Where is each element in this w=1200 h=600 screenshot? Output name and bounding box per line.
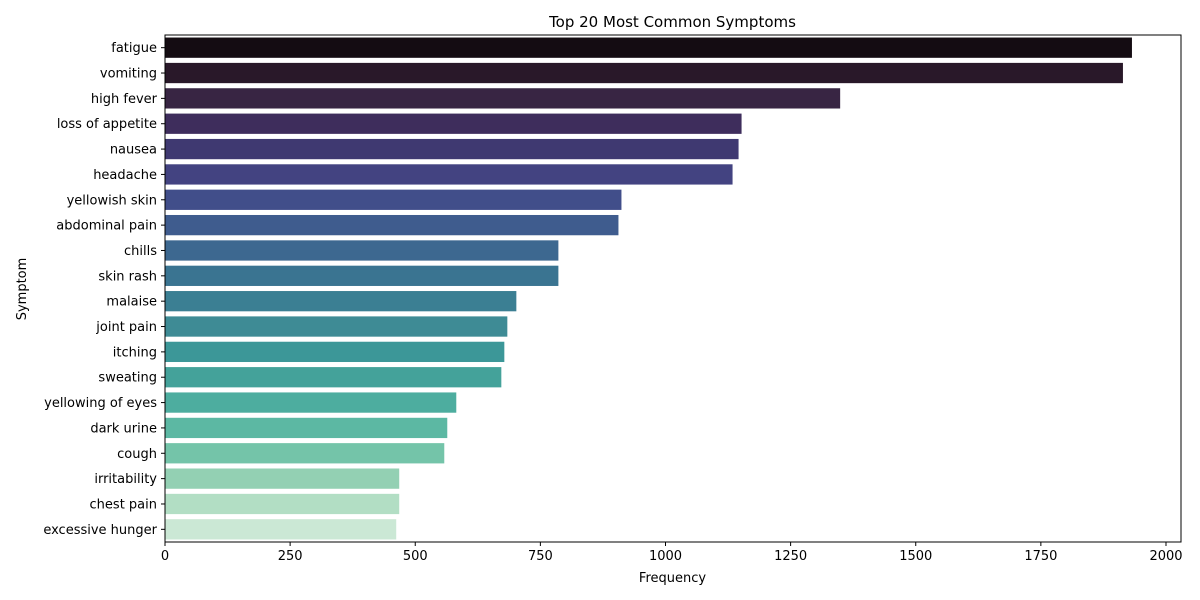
y-tick-label: dark urine (90, 421, 157, 436)
x-axis-label: Frequency (639, 571, 706, 586)
y-tick-label: yellowing of eyes (44, 396, 157, 411)
bar-vomiting (165, 62, 1123, 84)
bar-malaise (165, 291, 517, 312)
bar-chills (165, 240, 559, 261)
x-tick-label: 1250 (774, 549, 807, 564)
y-tick-label: chest pain (90, 497, 157, 512)
bar-joint-pain (165, 316, 508, 337)
bar-chest-pain (165, 493, 400, 515)
bar-nausea (165, 138, 739, 160)
y-tick-label: chills (124, 244, 157, 259)
y-tick-label: loss of appetite (57, 117, 157, 132)
y-tick-label: excessive hunger (43, 523, 157, 538)
bar-yellowish-skin (165, 189, 622, 210)
y-axis-ticks: fatigue vomiting high fever loss of appetit… (43, 41, 165, 538)
x-tick-label: 750 (528, 549, 553, 564)
bars (165, 37, 1132, 540)
x-tick-label: 1000 (649, 549, 682, 564)
bar-fatigue (165, 37, 1132, 58)
y-tick-label: headache (93, 168, 157, 183)
y-tick-label: joint pain (95, 320, 157, 335)
y-tick-label: high fever (91, 92, 158, 107)
bar-headache (165, 164, 733, 185)
y-tick-label: nausea (110, 143, 157, 158)
bar-yellowing-of-eyes (165, 392, 457, 413)
bar-itching (165, 341, 505, 363)
bar-abdominal-pain (165, 214, 619, 236)
y-tick-label: irritability (94, 472, 157, 487)
y-tick-label: abdominal pain (56, 219, 157, 234)
axes-frame (164, 34, 1182, 543)
bar-high-fever (165, 88, 841, 109)
y-tick-label: fatigue (111, 41, 157, 56)
bar-dark-urine (165, 417, 448, 439)
y-tick-label: malaise (106, 295, 157, 310)
x-axis-ticks: 0 250 500 750 1000 1250 1500 1750 2000 (161, 542, 1183, 564)
bar-loss-of-appetite (165, 113, 742, 134)
chart-title: Top 20 Most Common Symptoms (548, 13, 796, 31)
y-axis-label: Symptom (15, 258, 30, 321)
x-tick-label: 0 (161, 549, 169, 564)
bar-cough (165, 443, 445, 464)
y-tick-label: vomiting (100, 67, 157, 82)
bar-skin-rash (165, 265, 559, 286)
x-tick-label: 500 (403, 549, 428, 564)
y-tick-label: cough (117, 447, 157, 462)
x-tick-label: 2000 (1149, 549, 1182, 564)
bar-excessive-hunger (165, 519, 397, 540)
bar-sweating (165, 367, 502, 388)
y-tick-label: yellowish skin (67, 193, 157, 208)
y-tick-label: itching (113, 345, 157, 360)
y-tick-label: sweating (98, 371, 157, 386)
plot-frame (164, 34, 1182, 543)
bar-irritability (165, 468, 400, 489)
x-tick-label: 1500 (899, 549, 932, 564)
y-tick-label: skin rash (98, 269, 157, 284)
x-tick-label: 1750 (1024, 549, 1057, 564)
x-tick-label: 250 (278, 549, 303, 564)
